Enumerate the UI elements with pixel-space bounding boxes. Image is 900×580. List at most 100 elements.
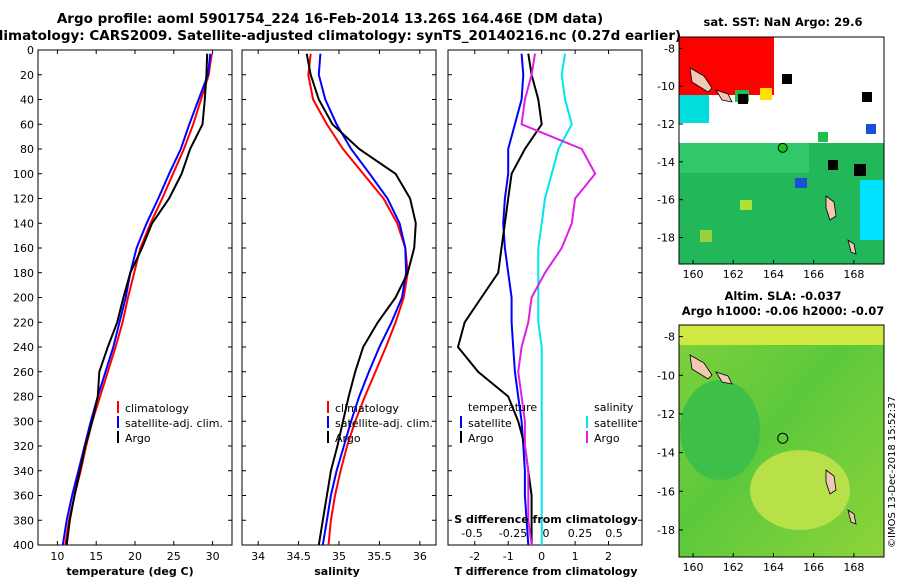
depth-tick-label: 300	[13, 415, 34, 428]
salinity-x-label: salinity	[314, 565, 360, 578]
sla-high-patch	[750, 450, 850, 530]
island	[689, 67, 713, 93]
lon-tick-label: 162	[723, 561, 744, 574]
island	[715, 89, 733, 103]
legend-temperature-title: temperature	[468, 401, 537, 414]
sla-map-frame	[678, 324, 885, 558]
legend-clim-label: climatology	[335, 402, 399, 415]
depth-tick-label: 380	[13, 514, 34, 527]
x-tick-label: 30	[206, 550, 220, 563]
island	[689, 354, 713, 380]
x-tick-label: 2	[605, 550, 612, 563]
sla-map-ticks: 160 162 164 166 168 -8 -10 -12 -14 -16 -18	[657, 331, 864, 574]
legend-clim-label: climatology	[125, 402, 189, 415]
sst-cell	[760, 88, 772, 100]
legend-argo-label: Argo	[335, 432, 361, 445]
temperature-panel: 0 20 40 60 80 100 120 140 160 180 200 220 240 260 280 3…	[13, 44, 233, 578]
sst-nan-cell	[854, 164, 866, 176]
depth-tick-label: 360	[13, 490, 34, 503]
sla-islands	[689, 354, 857, 525]
island	[825, 469, 837, 495]
difference-series	[456, 53, 597, 546]
s-difference-label: S difference from climatology	[454, 513, 638, 526]
sst-cell	[740, 200, 752, 210]
sst-nan-cell	[828, 160, 838, 170]
legend-sat-label: satellite-adj. clim.	[125, 417, 223, 430]
depth-tick-label: 180	[13, 267, 34, 280]
depth-tick-label: 140	[13, 217, 34, 230]
temperature-x-label: temperature (deg C)	[66, 565, 193, 578]
depth-tick-label: 20	[20, 69, 34, 82]
island	[847, 509, 857, 525]
legend-t-argo-label: Argo	[468, 432, 494, 445]
salinity-legend: climatology satellite-adj. clim. Argo	[327, 401, 433, 445]
sst-cyan-patch	[679, 95, 709, 123]
lat-tick-label: -10	[657, 369, 675, 382]
sst-map-ticks: 160 162 164 166 168 -8 -10 -12 -14 -16 -18	[657, 42, 864, 281]
sst-islands	[689, 67, 857, 255]
salinity-series	[305, 53, 417, 546]
x-tick-label: 1	[572, 550, 579, 563]
lat-tick-label: -16	[657, 194, 675, 207]
depth-tick-label: 260	[13, 366, 34, 379]
sla-high-band	[679, 325, 884, 345]
legend-argo-label: Argo	[125, 432, 151, 445]
lon-tick-label: 166	[803, 268, 824, 281]
lat-tick-label: -18	[657, 524, 675, 537]
temperature-series	[61, 53, 213, 546]
lat-tick-label: -8	[664, 331, 675, 344]
title-line-1: Argo profile: aoml 5901754_224 16-Feb-20…	[57, 11, 603, 27]
legend-salinity-title: salinity	[594, 401, 634, 414]
depth-tick-label: 0	[27, 44, 34, 57]
depth-tick-label: 120	[13, 193, 34, 206]
lon-tick-label: 168	[843, 268, 864, 281]
temperature-legend: climatology satellite-adj. clim. Argo	[117, 401, 223, 445]
lat-tick-label: -14	[657, 447, 675, 460]
x-tick-label: -2	[469, 550, 480, 563]
s-tick-label: -0.25	[499, 527, 527, 540]
x-tick-label: 10	[50, 550, 64, 563]
series-line-argo	[305, 53, 417, 546]
x-tick-label: 15	[89, 550, 103, 563]
depth-tick-label: 200	[13, 292, 34, 305]
sst-nan-cell	[782, 74, 792, 84]
legend-s-argo-label: Argo	[594, 432, 620, 445]
sst-cell	[795, 178, 807, 188]
series-line-climatology	[307, 53, 409, 546]
lat-tick-label: -12	[657, 118, 675, 131]
salinity-plot-frame	[241, 49, 437, 546]
argo-position-marker	[777, 432, 789, 444]
sst-cell	[700, 230, 712, 242]
difference-x-label: T difference from climatology	[454, 565, 637, 578]
sla-map: Altim. SLA: -0.037 Argo h1000: -0.06 h20…	[657, 289, 885, 574]
salinity-panel: 34 34.5 35 35.5 36 salinity climatology sate…	[241, 49, 437, 578]
depth-tick-label: 220	[13, 316, 34, 329]
legend-sat-label: satellite-adj. clim.	[335, 417, 433, 430]
lon-tick-label: 164	[763, 561, 784, 574]
s-tick-label: 0.25	[568, 527, 593, 540]
lat-tick-label: -12	[657, 408, 675, 421]
sst-map-frame	[678, 36, 885, 265]
s-tick-label: 0.5	[605, 527, 623, 540]
depth-tick-label: 80	[20, 143, 34, 156]
argo-position-marker	[777, 142, 788, 153]
lat-tick-label: -10	[657, 80, 675, 93]
depth-tick-label: 400	[13, 539, 34, 552]
difference-panel: -2 -1 0 1 2 T difference from climatology S …	[447, 49, 643, 578]
depth-tick-label: 160	[13, 242, 34, 255]
x-tick-label: 34	[251, 550, 265, 563]
difference-legend: temperature satellite Argo salinity sate…	[460, 401, 638, 445]
depth-tick-label: 60	[20, 118, 34, 131]
lon-tick-label: 160	[683, 268, 704, 281]
lat-tick-label: -16	[657, 485, 675, 498]
sla-low-patch	[680, 380, 760, 480]
lon-tick-label: 162	[723, 268, 744, 281]
sst-nan-cell	[738, 94, 748, 104]
sst-warm-patch	[679, 37, 774, 95]
difference-plot-frame	[447, 49, 643, 546]
lat-tick-label: -8	[664, 42, 675, 55]
series-line-satellite-adj-clim-	[61, 53, 212, 546]
x-tick-label: 35.5	[367, 550, 392, 563]
x-tick-label: 35	[332, 550, 346, 563]
